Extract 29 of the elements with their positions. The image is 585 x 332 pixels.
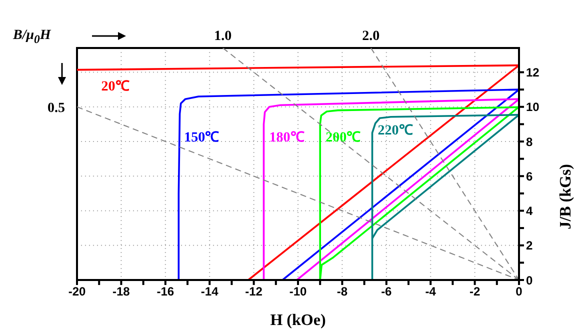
y-axis-title: J/B (kGs) [558, 164, 575, 230]
y-tick-label: 6 [526, 169, 533, 184]
text: B/μ$_{0}$H [13, 28, 51, 46]
y-tick-label: 12 [526, 66, 540, 80]
series-label: 20℃ [101, 79, 130, 94]
y-tick-label: 8 [526, 134, 533, 149]
y-tick-label: 4 [526, 204, 533, 218]
x-tick-label: -6 [381, 284, 392, 299]
annotation: 2.0 [362, 29, 380, 44]
y-tick-label: 2 [526, 238, 533, 253]
annotation: 0.5 [48, 100, 65, 116]
x-tick-label: -12 [245, 284, 263, 299]
x-tick-label: -8 [336, 284, 348, 299]
x-axis-title: H (kOe) [270, 312, 326, 329]
x-tick-label: -10 [289, 284, 307, 299]
x-tick-label: -14 [200, 284, 219, 299]
x-tick-label: -18 [112, 284, 130, 299]
annotation: 1.0 [214, 29, 232, 44]
y-tick-label: 0 [526, 273, 533, 288]
x-tick-label: -4 [425, 284, 436, 299]
series-label: 150℃ [184, 130, 220, 146]
series-label: 220℃ [378, 123, 413, 138]
x-tick-label: -16 [156, 284, 174, 299]
x-tick-label: 0 [516, 284, 523, 299]
series-label: 180℃ [269, 130, 304, 146]
x-tick-label: -2 [469, 284, 480, 299]
x-tick-label: -20 [68, 284, 86, 299]
series-label: 200℃ [326, 130, 361, 146]
y-tick-label: 10 [526, 100, 540, 114]
